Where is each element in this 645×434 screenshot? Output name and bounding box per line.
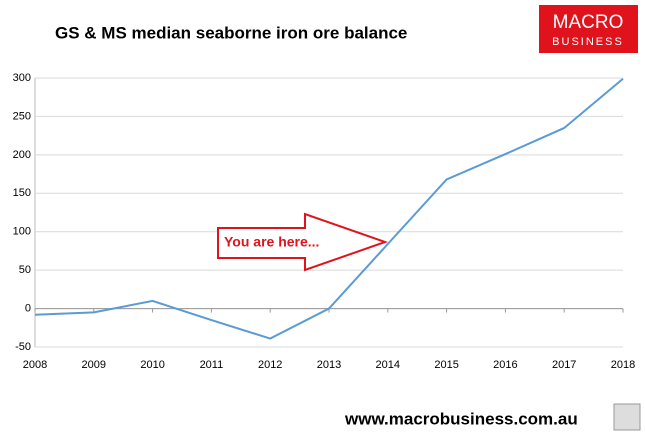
- x-tick-label: 2017: [552, 359, 576, 371]
- chart-title: GS & MS median seaborne iron ore balance: [55, 23, 407, 42]
- line: [34, 78, 624, 340]
- y-tick-label: 150: [13, 187, 31, 199]
- x-tick-label: 2018: [611, 359, 635, 371]
- y-tick-label: 50: [19, 264, 31, 276]
- y-tick-label: 200: [13, 149, 31, 161]
- y-tick-label: 100: [13, 226, 31, 238]
- annotation: You are here...: [224, 234, 319, 250]
- logo-box: [539, 5, 638, 53]
- x-tick-label: 2013: [317, 359, 341, 371]
- x-tick-label: 2015: [434, 359, 458, 371]
- x-tick-label: 2014: [376, 359, 400, 371]
- logo: MACRO BUSINESS: [539, 5, 638, 53]
- logo-line1: MACRO: [553, 12, 624, 33]
- footer-icon: [613, 403, 641, 431]
- x-tick-label: 2010: [140, 359, 164, 371]
- x-tick-label: 2009: [82, 359, 106, 371]
- y-tick-label: -50: [15, 341, 31, 353]
- x-tick-label: 2012: [258, 359, 282, 371]
- y-tick-label: 300: [13, 72, 31, 84]
- x-tick-label: 2016: [493, 359, 517, 371]
- footer: www.macrobusiness.com.au: [344, 409, 578, 428]
- annotation-arrow: [217, 212, 389, 272]
- y-tick-label: 0: [25, 302, 31, 314]
- x-tick-label: 2008: [23, 359, 47, 371]
- x-tick-label: 2011: [200, 359, 224, 371]
- y-tick-label: 250: [13, 110, 31, 122]
- logo-line2: BUSINESS: [552, 36, 624, 48]
